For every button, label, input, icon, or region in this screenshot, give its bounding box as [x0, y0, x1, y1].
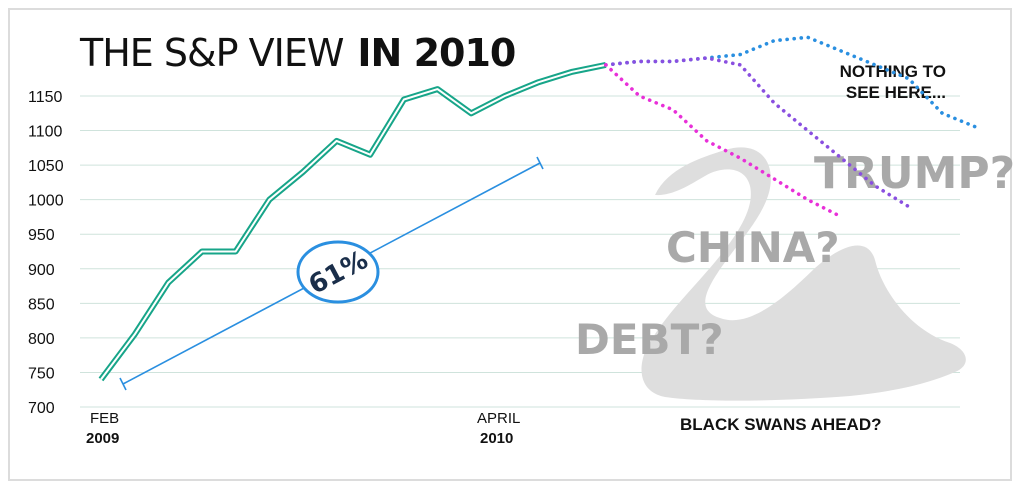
title-light: THE S&P VIEW [79, 31, 344, 75]
series-line-china_path [604, 56, 911, 209]
series-line-debt_path [604, 63, 844, 219]
y-tick-label: 1150 [28, 89, 63, 106]
gain-badge [296, 240, 380, 304]
title-bold: IN 2010 [357, 31, 515, 75]
page-title: THE S&P VIEW IN 2010 [79, 31, 515, 75]
label-china: CHINA? [666, 223, 840, 272]
y-tick-label: 850 [28, 296, 55, 313]
y-tick-label: 700 [28, 400, 55, 417]
label-trump: TRUMP? [814, 148, 1015, 199]
y-tick-label: 900 [28, 262, 55, 279]
y-tick-label: 950 [28, 227, 55, 244]
gain-arrow-cap-start [119, 377, 127, 391]
swan-silhouette-icon [641, 147, 966, 401]
y-tick-label: 800 [28, 331, 55, 348]
gain-arrow-cap-end [536, 156, 544, 170]
y-axis-ticks: 700 750 800 850 900 950 1000 1050 1100 1150 [28, 89, 64, 417]
chart-frame [8, 8, 1012, 481]
note-nothing-line2: SEE HERE... [846, 83, 946, 102]
gain-annotation: 61% [119, 156, 544, 391]
x-tick-month-end: APRIL [477, 410, 520, 427]
x-tick-month-start: FEB [90, 410, 119, 427]
note-black-swans: BLACK SWANS AHEAD? [680, 415, 881, 434]
series-line-inner-sp500 [100, 63, 607, 380]
label-debt: DEBT? [575, 315, 724, 364]
y-tick-label: 1100 [28, 124, 63, 141]
x-tick-year-start: 2009 [86, 430, 119, 447]
series-layer [98, 35, 978, 382]
y-tick-label: 1000 [28, 193, 64, 210]
grid-lines [80, 95, 960, 408]
y-tick-label: 750 [28, 365, 55, 382]
x-tick-year-end: 2010 [480, 430, 513, 447]
series-line-sp500 [98, 61, 607, 382]
y-tick-label: 1050 [28, 158, 64, 175]
